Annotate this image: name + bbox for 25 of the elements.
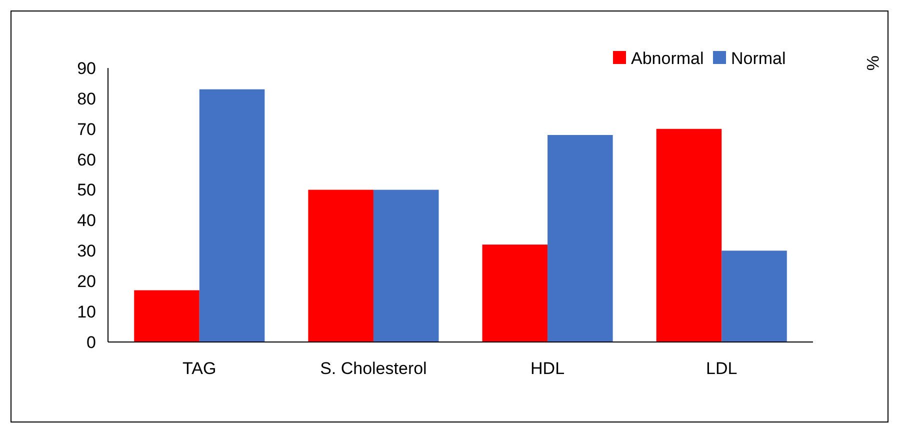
bar (199, 89, 265, 342)
bar (134, 290, 200, 342)
y-tick-label: 40 (77, 211, 96, 230)
x-tick-label: S. Cholesterol (320, 359, 427, 378)
y-tick-label: 30 (77, 242, 96, 261)
legend-label: Abnormal (631, 48, 704, 68)
bar (548, 134, 613, 342)
x-tick-label: LDL (706, 359, 738, 378)
bar (482, 244, 548, 342)
y-tick-label: 60 (77, 150, 96, 170)
y-tick-label: 50 (77, 180, 96, 200)
y-tick-label: 70 (77, 120, 96, 139)
bar (308, 190, 374, 342)
y-tick-label: 20 (77, 272, 96, 292)
y-tick-label: 80 (77, 89, 96, 108)
y-tick-label: 0 (86, 332, 96, 352)
bar (656, 128, 722, 342)
legend-label: Normal (731, 48, 786, 68)
x-tick-label: HDL (530, 359, 565, 378)
y-tick-label: 90 (77, 58, 96, 78)
y-axis-title: % (863, 55, 882, 71)
bar (373, 190, 439, 342)
x-tick-label: TAG (182, 359, 216, 378)
y-tick-label: 10 (77, 302, 96, 322)
bar (722, 250, 787, 342)
